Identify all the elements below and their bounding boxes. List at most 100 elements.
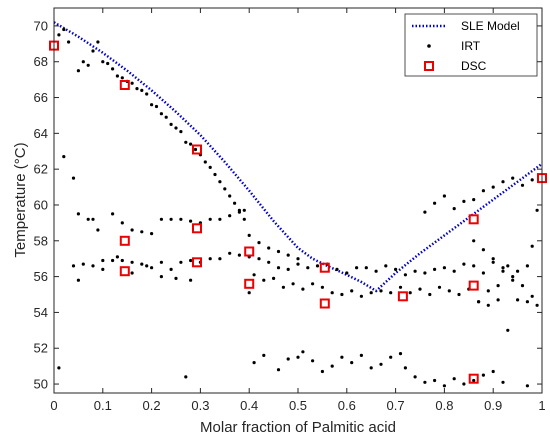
irt-point [428, 292, 432, 297]
y-tick-label: 66 [34, 90, 48, 105]
irt-point [86, 217, 90, 221]
irt-point [257, 257, 261, 261]
irt-point [369, 366, 373, 370]
irt-point [169, 122, 173, 126]
irt-point [398, 285, 403, 289]
irt-point [86, 63, 90, 67]
x-axis-ticks: 0 0.1 0.2 0.3 0.4 0.5 0.6 0.7 0.8 0.9 1 [50, 8, 546, 413]
y-tick-label: 60 [34, 197, 48, 212]
irt-point [340, 355, 344, 359]
irt-point [101, 258, 105, 263]
irt-point [189, 258, 193, 263]
irt-point [262, 278, 266, 282]
legend-box [404, 13, 538, 77]
dsc-point [192, 257, 202, 268]
x-tick-label: 0.1 [94, 398, 112, 413]
irt-point [184, 140, 188, 144]
irt-point [272, 276, 276, 280]
irt-point [350, 361, 354, 365]
irt-point [208, 165, 212, 169]
x-tick-label: 0.3 [191, 398, 209, 413]
irt-point [286, 267, 290, 271]
irt-point [525, 264, 530, 268]
irt-point [91, 49, 95, 53]
irt-point [242, 217, 246, 221]
y-tick-label: 50 [34, 377, 48, 392]
irt-point [472, 264, 476, 268]
irt-point [115, 255, 119, 259]
irt-point [423, 380, 427, 384]
irt-point [218, 180, 222, 184]
irt-point [506, 328, 510, 332]
irt-point [384, 264, 388, 268]
irt-point [159, 112, 163, 116]
dsc-point [397, 291, 408, 302]
irt-point [208, 257, 212, 261]
irt-point [350, 289, 354, 293]
y-tick-label: 54 [34, 305, 48, 320]
irt-point [130, 271, 134, 275]
irt-point [491, 260, 495, 264]
irt-point [535, 303, 539, 307]
irt-point [433, 378, 437, 383]
irt-point [320, 369, 324, 374]
irt-point [501, 380, 505, 384]
irt-point [491, 257, 495, 261]
irt-point [452, 269, 456, 273]
irt-point [247, 291, 251, 295]
irt-point [179, 260, 183, 264]
irt-point [228, 194, 232, 198]
irt-point [481, 248, 485, 252]
irt-point [389, 355, 393, 359]
irt-point [150, 232, 154, 236]
irt-point [496, 284, 500, 288]
irt-point [154, 104, 159, 109]
irt-point [184, 375, 188, 379]
irt-point [403, 366, 407, 370]
irt-point [71, 176, 76, 180]
irt-point [120, 76, 124, 80]
irt-point [91, 217, 95, 221]
irt-point [369, 291, 373, 295]
dsc-point [244, 246, 255, 257]
irt-series [57, 27, 539, 388]
irt-point [237, 210, 241, 214]
irt-point [228, 251, 232, 255]
y-tick-label: 52 [34, 341, 48, 356]
irt-point [189, 278, 193, 282]
irt-point [486, 303, 490, 307]
irt-point [150, 266, 154, 270]
legend-dsc-swatch [424, 61, 434, 71]
irt-point [140, 88, 144, 92]
irt-point [174, 126, 178, 130]
irt-point [286, 357, 290, 361]
dsc-point [319, 298, 330, 309]
irt-point [267, 246, 271, 250]
irt-point [296, 262, 300, 266]
irt-point [330, 364, 334, 368]
legend-irt-label: IRT [461, 39, 481, 53]
irt-point [481, 189, 485, 193]
irt-point [506, 264, 510, 268]
irt-point [111, 67, 115, 71]
irt-point [394, 267, 398, 271]
irt-point [398, 352, 403, 356]
y-axis-label: Temperature (°C) [12, 142, 29, 257]
irt-point [179, 130, 183, 134]
irt-point [413, 375, 417, 379]
irt-point [423, 271, 427, 275]
irt-point [359, 294, 363, 298]
irt-point [501, 269, 505, 273]
irt-point [501, 180, 505, 184]
irt-point [76, 212, 80, 216]
irt-point [218, 257, 222, 261]
irt-point [442, 194, 446, 198]
irt-point [516, 298, 520, 302]
irt-point [496, 298, 500, 302]
irt-point [335, 267, 339, 271]
irt-point [433, 201, 437, 205]
dsc-point [468, 373, 479, 384]
irt-point [525, 300, 530, 304]
irt-point [159, 275, 163, 279]
irt-point [525, 384, 530, 388]
